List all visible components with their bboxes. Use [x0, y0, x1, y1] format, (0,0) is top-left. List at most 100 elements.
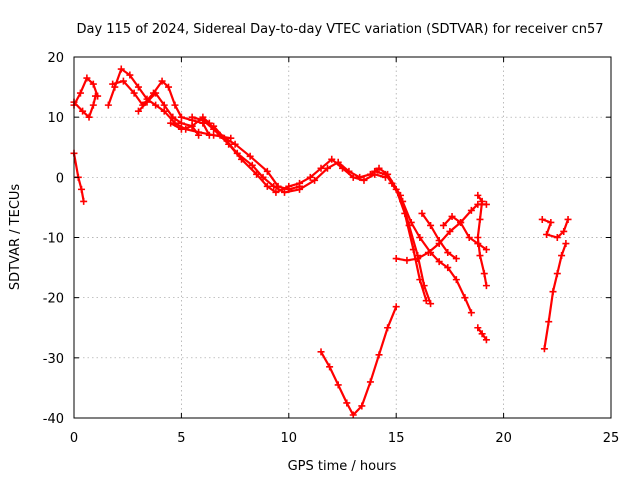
chart-title: Day 115 of 2024, Sidereal Day-to-day VTE…: [76, 22, 603, 37]
data-point: [444, 264, 452, 272]
data-point: [476, 215, 484, 223]
data-point: [89, 80, 97, 88]
data-point: [272, 188, 280, 196]
data-point: [435, 237, 443, 245]
data-point: [540, 345, 548, 353]
data-point: [311, 176, 319, 184]
data-point: [89, 101, 97, 109]
data-point: [416, 276, 424, 284]
data-point: [448, 212, 456, 220]
data-point: [562, 240, 570, 248]
y-tick-label: 20: [47, 51, 64, 66]
data-point: [474, 191, 482, 199]
series-line: [395, 203, 488, 262]
data-point: [134, 83, 142, 91]
data-point: [360, 176, 368, 184]
data-point: [246, 152, 254, 160]
data-point: [104, 101, 112, 109]
data-point: [152, 101, 160, 109]
data-point: [80, 197, 88, 205]
data-point: [263, 167, 271, 175]
data-point: [474, 324, 482, 332]
series-line: [191, 116, 387, 194]
series-track-o: [474, 191, 490, 290]
data-point: [467, 206, 475, 214]
data-point: [375, 164, 383, 172]
x-tick-label: 0: [70, 431, 78, 446]
series-line: [390, 182, 473, 314]
data-point: [403, 256, 411, 264]
series-track-j: [371, 167, 430, 305]
data-point: [205, 131, 213, 139]
data-point: [476, 252, 484, 260]
data-point: [452, 255, 460, 263]
data-point: [349, 173, 357, 181]
x-tick-label: 15: [388, 431, 405, 446]
data-point: [334, 381, 342, 389]
data-point: [549, 288, 557, 296]
data-point: [130, 89, 138, 97]
data-point: [553, 270, 561, 278]
data-point: [126, 71, 134, 79]
data-point: [392, 303, 400, 311]
data-point: [323, 164, 331, 172]
x-axis-label: GPS time / hours: [288, 459, 397, 474]
series-line: [543, 242, 567, 350]
data-point: [543, 230, 551, 238]
data-point: [399, 197, 407, 205]
data-point: [422, 297, 430, 305]
plot-frame: [73, 56, 612, 419]
data-point: [79, 107, 87, 115]
data-point: [480, 270, 488, 278]
data-point: [409, 246, 417, 254]
data-point: [83, 74, 91, 82]
series-track-p: [474, 324, 490, 344]
data-point: [478, 330, 486, 338]
data-point: [76, 89, 84, 97]
series-track-k: [388, 179, 475, 317]
data-point: [414, 255, 422, 263]
data-point: [375, 351, 383, 359]
data-point: [78, 185, 86, 193]
data-point: [91, 92, 99, 100]
data-point: [465, 234, 473, 241]
data-point: [317, 348, 325, 356]
data-point: [381, 170, 389, 178]
data-point: [467, 309, 475, 317]
data-point: [134, 107, 142, 115]
y-tick-label: 10: [47, 111, 64, 126]
data-point: [317, 164, 325, 172]
y-axis-label: SDTVAR / TECUs: [8, 184, 23, 291]
data-point: [371, 167, 379, 175]
data-point: [160, 101, 168, 109]
data-point: [220, 134, 228, 142]
data-point: [177, 119, 185, 127]
data-point: [109, 80, 117, 88]
data-point: [478, 197, 486, 205]
data-point: [328, 155, 336, 163]
data-point: [199, 116, 207, 124]
data-point: [152, 89, 160, 97]
data-point: [446, 227, 454, 235]
data-point: [392, 255, 400, 263]
data-point: [119, 77, 127, 85]
data-point: [143, 98, 151, 106]
y-tick-label: 0: [56, 171, 64, 186]
data-point: [461, 294, 469, 302]
data-point: [345, 167, 353, 175]
data-point: [538, 215, 546, 223]
series-track-s: [540, 240, 570, 353]
data-point: [343, 399, 351, 407]
data-point: [366, 378, 374, 386]
x-tick-label: 10: [281, 431, 298, 446]
data-point: [334, 158, 342, 166]
data-point: [424, 249, 432, 257]
data-point: [296, 185, 304, 193]
data-point: [553, 234, 561, 241]
data-point: [558, 252, 566, 260]
data-point: [158, 77, 166, 85]
data-point: [388, 179, 396, 187]
data-point: [416, 234, 424, 241]
data-point: [474, 234, 482, 241]
data-point: [188, 113, 196, 121]
